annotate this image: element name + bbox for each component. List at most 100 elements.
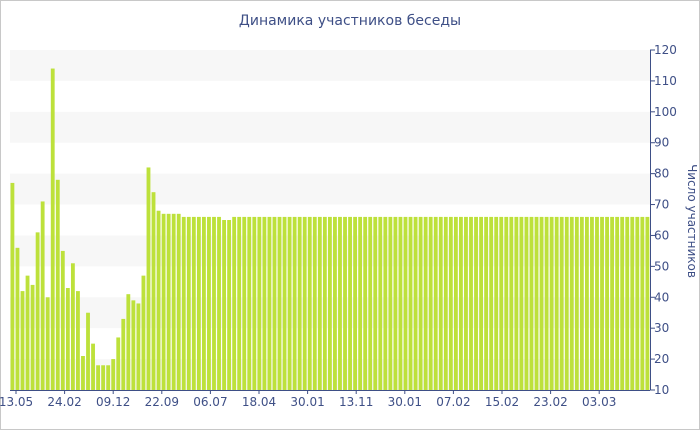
bar: [499, 216, 504, 390]
bar: [539, 216, 544, 390]
bar: [433, 216, 438, 390]
bar: [625, 216, 630, 390]
bar: [595, 216, 599, 390]
grid-band: [10, 111, 650, 143]
x-tick-label: 23.02: [533, 395, 567, 409]
bar: [343, 216, 347, 390]
bar: [237, 216, 242, 390]
bar: [111, 359, 116, 390]
bar: [196, 216, 201, 390]
bar: [262, 216, 267, 390]
bar: [242, 216, 247, 390]
bar: [81, 356, 85, 390]
bar: [438, 216, 443, 390]
bar: [176, 213, 181, 390]
bar: [277, 216, 282, 390]
bar: [126, 294, 131, 390]
bar: [584, 216, 589, 390]
bar: [549, 216, 554, 390]
bar: [453, 216, 458, 390]
bar: [373, 216, 378, 390]
bar: [333, 216, 337, 390]
bar: [282, 216, 287, 390]
bar: [534, 216, 539, 390]
bar: [358, 216, 363, 390]
x-tick-label: 03.03: [582, 395, 616, 409]
y-tick-label: 90: [654, 136, 669, 150]
y-tick-label: 100: [654, 105, 677, 119]
bar: [181, 216, 186, 390]
bar: [10, 182, 15, 390]
bar: [615, 216, 620, 390]
bar: [514, 216, 519, 390]
bar: [504, 216, 509, 390]
bar: [469, 216, 473, 390]
bar: [146, 167, 151, 390]
y-tick-label: 120: [654, 43, 677, 57]
y-tick-label: 80: [654, 167, 669, 181]
bar: [635, 216, 640, 390]
x-tick-label: 24.02: [47, 395, 81, 409]
bar: [207, 216, 211, 390]
bar: [630, 216, 635, 390]
bar: [232, 216, 237, 390]
bar: [322, 216, 327, 390]
bar: [297, 216, 302, 390]
x-tick-label: 07.02: [436, 395, 470, 409]
y-tick-label: 110: [654, 74, 677, 88]
bar: [590, 216, 594, 390]
x-tick-label: 06.07: [193, 395, 227, 409]
bar: [116, 337, 121, 390]
bar: [106, 365, 111, 390]
bar: [55, 179, 60, 390]
axes-group: 10 20 30 40 50 60 70 80 90 100 110 120 13.05 24.02 09.…: [0, 43, 677, 409]
bar: [166, 213, 171, 390]
bar: [474, 216, 478, 390]
bar: [186, 216, 191, 390]
chart-title: Динамика участников беседы: [238, 13, 462, 29]
bar: [272, 216, 277, 390]
bar: [247, 216, 252, 390]
bar: [35, 232, 40, 390]
bar: [30, 284, 35, 390]
bar: [388, 216, 393, 390]
bar: [464, 216, 468, 390]
bars-group: [10, 68, 650, 390]
bar: [524, 216, 529, 390]
bar: [151, 192, 156, 390]
bar: [363, 216, 368, 390]
y-tick-label: 30: [654, 321, 669, 335]
bar: [620, 216, 625, 390]
x-tick-label: 30.01: [290, 395, 324, 409]
bar: [544, 216, 549, 390]
bar: [408, 216, 413, 390]
bar: [448, 216, 453, 390]
bar: [393, 216, 398, 390]
x-tick-label: 13.05: [0, 395, 33, 409]
bar: [222, 220, 226, 390]
y-tick-label: 50: [654, 259, 669, 273]
x-tick-label: 09.12: [96, 395, 130, 409]
bar: [489, 216, 494, 390]
bar: [574, 216, 579, 390]
bar: [40, 201, 45, 390]
bar: [252, 216, 257, 390]
x-tick-label: 15.02: [485, 395, 519, 409]
bar: [156, 210, 161, 390]
bar: [86, 312, 90, 390]
bar: [640, 216, 645, 390]
grid-band: [10, 173, 650, 205]
bar: [494, 216, 499, 390]
bar: [327, 216, 332, 390]
bar: [50, 68, 55, 390]
bar: [287, 216, 292, 390]
bar: [227, 220, 232, 390]
bar: [353, 216, 358, 390]
bar: [257, 216, 262, 390]
bar: [645, 216, 650, 390]
y-tick-label: 20: [654, 352, 669, 366]
bar: [307, 216, 312, 390]
bar: [529, 216, 534, 390]
bar: [554, 216, 559, 390]
x-tick-label: 18.04: [242, 395, 276, 409]
